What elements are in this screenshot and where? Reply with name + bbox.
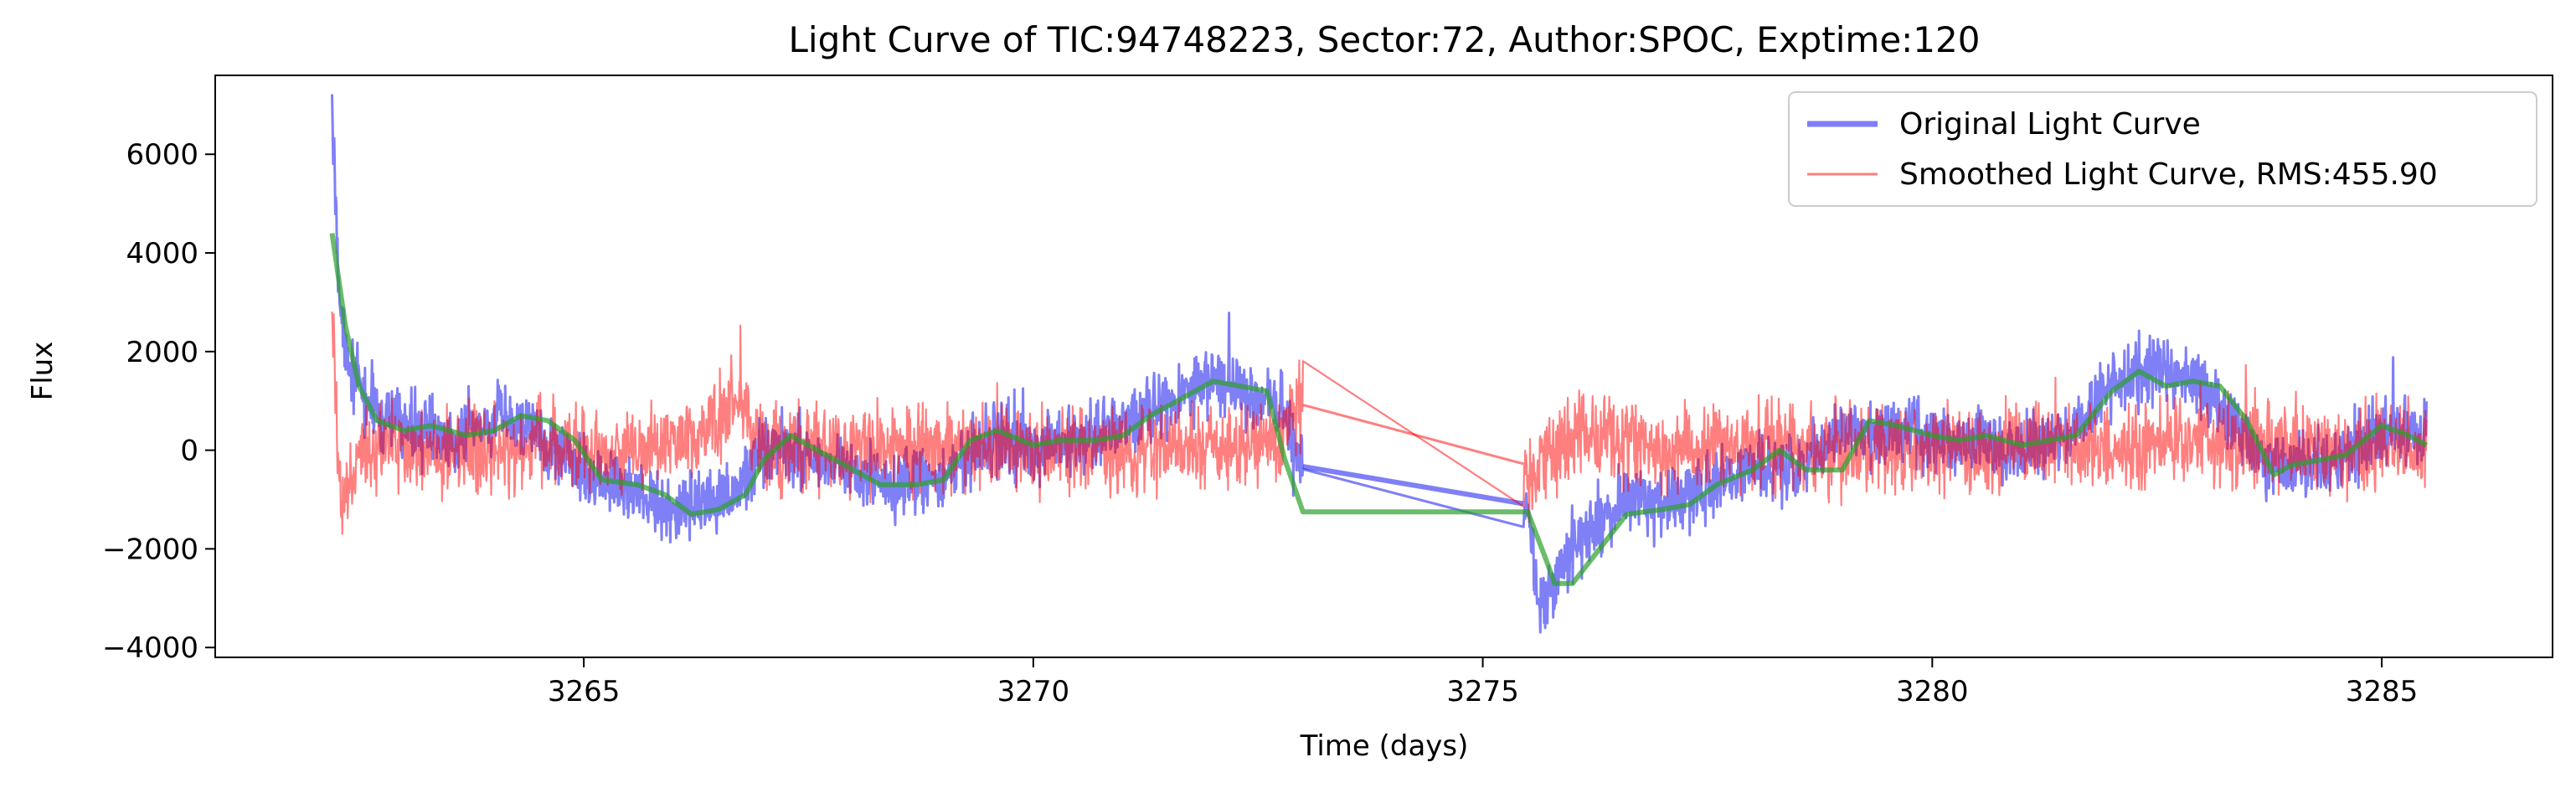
series-gap-segment [1302, 464, 1524, 507]
series-line-2 [329, 233, 2429, 586]
x-axis-label: Time (days) [1300, 729, 1469, 763]
legend: Original Light Curve Smoothed Light Curv… [1788, 91, 2537, 207]
legend-box [1788, 91, 2537, 207]
series-line-1 [331, 312, 2428, 535]
series-line-0 [331, 94, 2428, 634]
legend-label-original: Original Light Curve [1899, 107, 2201, 142]
plot-frame [214, 75, 2553, 658]
x-tick-label: 3265 [548, 675, 621, 708]
x-axis: 3265 3270 3275 3280 3285 [548, 657, 2418, 708]
legend-label-smoothed: Smoothed Light Curve, RMS:455.90 [1899, 157, 2438, 192]
y-axis: −4000 −2000 0 2000 4000 6000 [102, 138, 215, 665]
y-tick-label: −2000 [102, 533, 198, 566]
y-tick-label: 0 [180, 435, 198, 468]
chart-title: Light Curve of TIC:94748223, Sector:72, … [789, 19, 1981, 60]
y-tick-label: 2000 [126, 336, 198, 369]
x-tick-label: 3275 [1446, 675, 1519, 708]
x-tick-label: 3280 [1896, 675, 1969, 708]
plot-series [329, 94, 2429, 634]
x-tick-label: 3270 [997, 675, 1070, 708]
y-tick-label: −4000 [102, 631, 198, 665]
y-axis-label: Flux [26, 342, 59, 401]
y-tick-label: 4000 [126, 237, 198, 270]
x-tick-label: 3285 [2346, 675, 2419, 708]
y-tick-label: 6000 [126, 138, 198, 172]
